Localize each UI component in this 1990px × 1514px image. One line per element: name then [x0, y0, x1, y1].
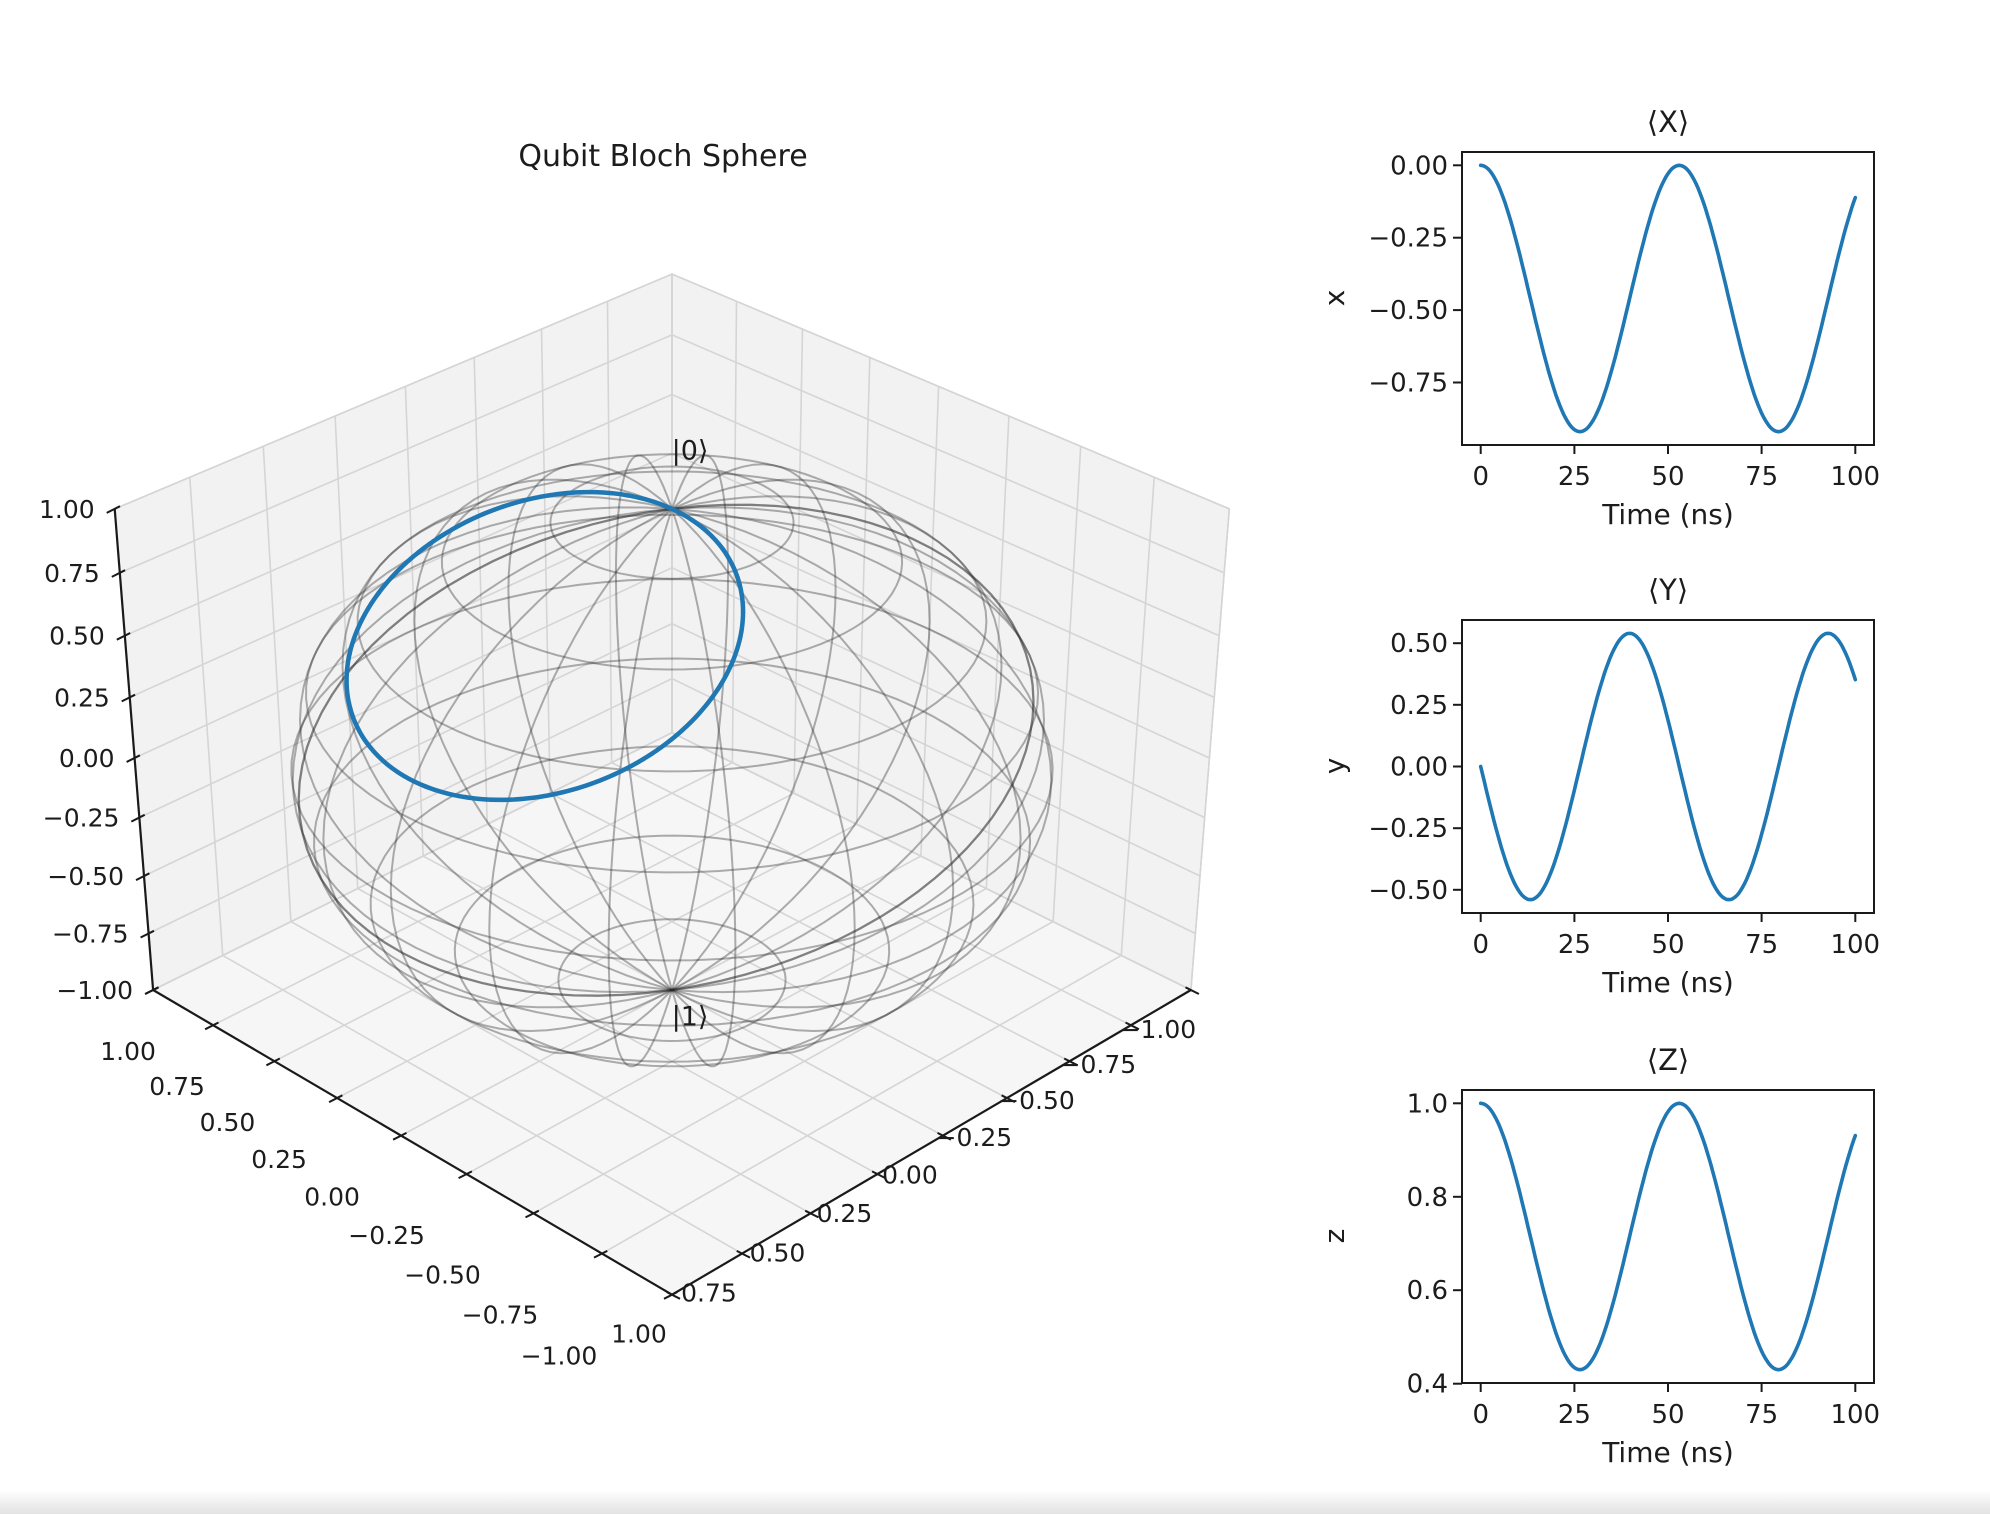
subplot-x: 0 25 50 75 100 0.00 −0.25 −0.50 −0.75 [1368, 151, 1880, 492]
subplot-x-ylabel: x [1318, 289, 1351, 307]
bloch-tick-label: −0.25 [348, 1221, 425, 1250]
x-tick-label: 75 [1745, 462, 1778, 492]
y-tick-label: 1.0 [1407, 1089, 1448, 1119]
axes-frame [1461, 151, 1875, 446]
y-tick-label: 0.00 [1390, 753, 1448, 783]
y-tick-label: −0.75 [1368, 368, 1448, 398]
bloch-tick-label: 1.00 [100, 1037, 156, 1066]
bloch-tick-label: −0.75 [1060, 1050, 1137, 1079]
series-line [1478, 163, 1858, 434]
y-tick-label: 0.25 [1390, 691, 1448, 721]
x-tick-label: 0 [1472, 930, 1489, 960]
subplot-x-xlabel: Time (ns) [1602, 498, 1734, 531]
bloch-tick-label: 1.00 [39, 495, 95, 524]
x-tick-label: 100 [1830, 1400, 1880, 1430]
bloch-tick-label: −0.50 [998, 1086, 1075, 1115]
bloch-tick-label: −1.00 [56, 976, 133, 1005]
bloch-tick-label: −1.00 [1120, 1015, 1197, 1044]
subplot-z: 0 25 50 75 100 1.0 0.8 0.6 0.4 [1407, 1089, 1880, 1430]
subplot-y-xlabel: Time (ns) [1602, 966, 1734, 999]
x-tick-label: 25 [1558, 462, 1591, 492]
y-tick-label: 0.50 [1390, 629, 1448, 659]
bloch-tick-label: −0.50 [47, 862, 124, 891]
bloch-tick-label: 0.00 [882, 1161, 938, 1190]
x-tick-label: 100 [1830, 930, 1880, 960]
x-tick-label: 25 [1558, 930, 1591, 960]
bloch-tick-label: −0.25 [936, 1123, 1013, 1152]
bloch-sphere-title: Qubit Bloch Sphere [518, 139, 808, 174]
x-tick-label: 100 [1830, 462, 1880, 492]
series-line [1478, 1101, 1858, 1372]
axes-frame [1461, 619, 1875, 914]
bloch-tick-label: −0.50 [404, 1260, 481, 1289]
subplot-x-title: ⟨X⟩ [1646, 105, 1690, 139]
x-tick-label: 75 [1745, 930, 1778, 960]
y-tick-label: −0.50 [1368, 876, 1448, 906]
x-tick-label: 25 [1558, 1400, 1591, 1430]
subplot-y: 0 25 50 75 100 0.50 0.25 0.00 −0.25 −0.50 [1368, 619, 1880, 960]
y-tick-label: −0.50 [1368, 296, 1448, 326]
sphere-dark-meridian [297, 503, 1035, 997]
bloch-tick-label: 0.00 [304, 1183, 360, 1212]
subplot-z-title: ⟨Z⟩ [1646, 1043, 1690, 1077]
subplot-z-ylabel: z [1318, 1228, 1351, 1244]
bloch-tick-label: −0.75 [52, 920, 129, 949]
bloch-trajectory [344, 489, 746, 803]
y-tick-label: 0.8 [1407, 1183, 1448, 1213]
x-tick-label: 75 [1745, 1400, 1778, 1430]
bloch-tick-label: −1.00 [521, 1342, 598, 1371]
x-tick-label: 50 [1651, 1400, 1684, 1430]
bloch-tick-label: 0.50 [750, 1238, 806, 1267]
ket1-south-pole-label: |1⟩ [671, 1001, 709, 1033]
y-tick-label: 0.00 [1390, 151, 1448, 181]
subplot-z-xlabel: Time (ns) [1602, 1436, 1734, 1469]
y-tick-label: −0.25 [1368, 224, 1448, 254]
x-tick-label: 0 [1472, 1400, 1489, 1430]
x-tick-label: 0 [1472, 462, 1489, 492]
bloch-tick-label: 0.25 [251, 1145, 307, 1174]
bloch-tick-label: 0.00 [59, 744, 115, 773]
bloch-tick-label: 0.25 [54, 683, 110, 712]
bloch-tick-label: 0.75 [44, 559, 100, 588]
y-tick-label: 0.4 [1407, 1370, 1448, 1400]
bloch-tick-label: 0.50 [49, 622, 105, 651]
subplot-y-ylabel: y [1318, 757, 1351, 775]
y-tick-label: −0.25 [1368, 814, 1448, 844]
bloch-tick-label: −0.25 [43, 804, 120, 833]
bloch-tick-label: 0.50 [200, 1108, 256, 1137]
axes-frame [1461, 1089, 1875, 1384]
y-tick-label: 0.6 [1407, 1276, 1448, 1306]
subplot-y-title: ⟨Y⟩ [1647, 573, 1689, 607]
bloch-tick-label: 0.25 [817, 1199, 873, 1228]
window-bottom-edge [0, 1490, 1990, 1514]
x-tick-label: 50 [1651, 930, 1684, 960]
bloch-axis-lines [106, 505, 1200, 1300]
bloch-3d-plot: 1.00 0.75 0.50 0.25 0.00 −0.25 −0.50 −0.75 −1.00… [39, 272, 1231, 1371]
bloch-tick-label: −0.75 [462, 1301, 539, 1330]
series-line [1478, 631, 1858, 902]
x-tick-label: 50 [1651, 462, 1684, 492]
ket0-north-pole-label: |0⟩ [671, 435, 709, 467]
bloch-tick-label: 0.75 [681, 1279, 737, 1308]
bloch-tick-label: 1.00 [611, 1320, 667, 1349]
bloch-tick-label: 0.75 [149, 1072, 205, 1101]
